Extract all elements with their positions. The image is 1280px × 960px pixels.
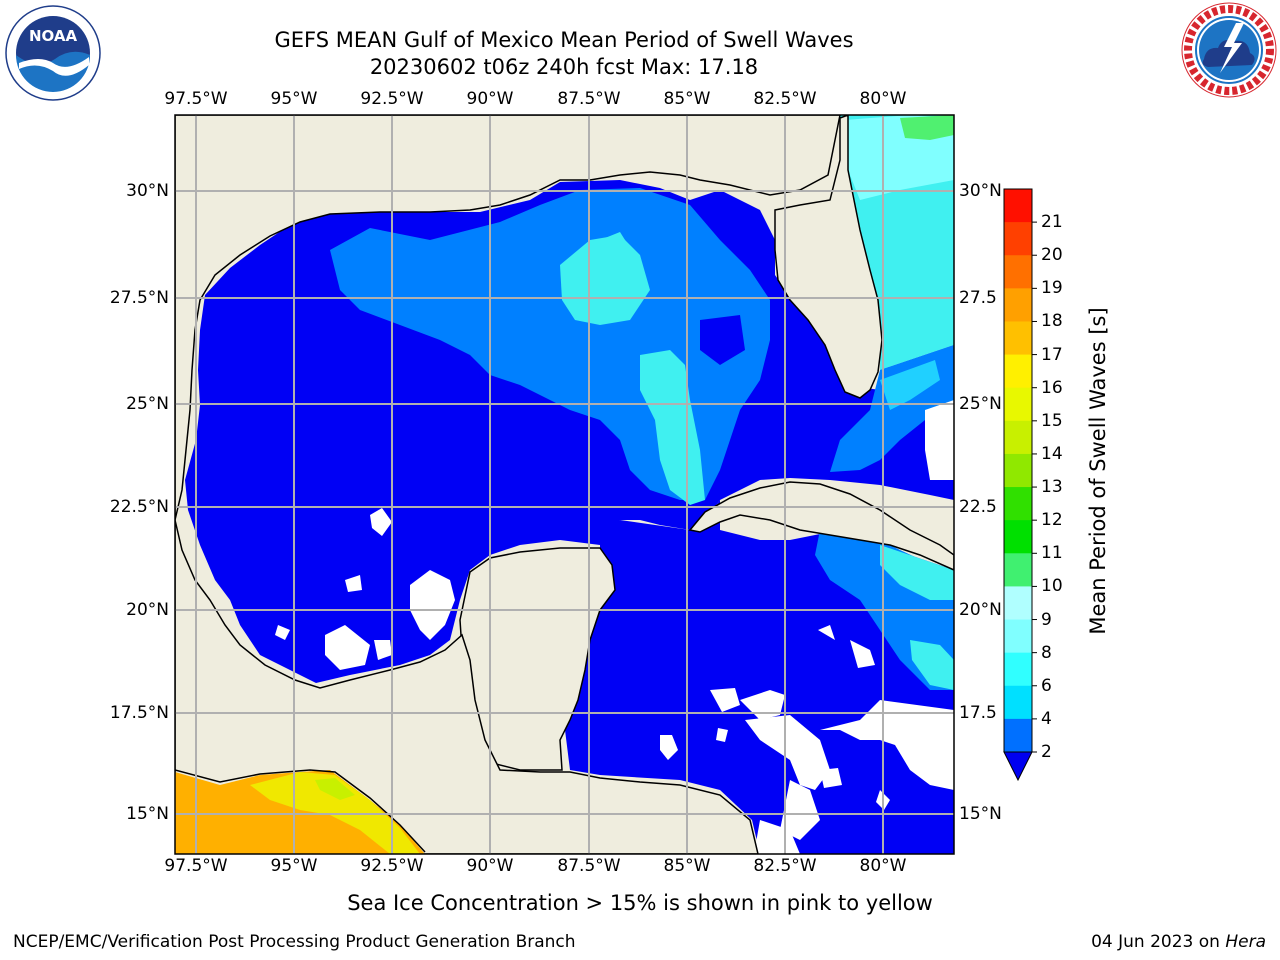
- lon-label-top: 80°W: [859, 89, 907, 109]
- colorbar-segment: [1004, 255, 1032, 289]
- lon-label-bottom: 85°W: [663, 856, 711, 876]
- colorbar-segment: [1004, 619, 1032, 654]
- pacific-ocean: [175, 770, 425, 854]
- colorbar-tick-label: 14: [1041, 443, 1063, 464]
- colorbar-tick-label: 20: [1041, 245, 1063, 266]
- lat-label-left: 20°N: [126, 600, 169, 620]
- colorbar-segment: [1004, 321, 1032, 356]
- colorbar-tick-label: 10: [1041, 576, 1063, 597]
- colorbar-segment: [1004, 420, 1032, 455]
- colorbar-segment: [1004, 453, 1032, 488]
- colorbar-extend-arrow: [1003, 751, 1033, 782]
- map-subtitle: 20230602 t06z 240h fcst Max: 17.18: [369, 55, 759, 79]
- lon-label-top: 85°W: [663, 89, 711, 109]
- lat-label-right: 25°N: [959, 394, 1002, 414]
- colorbar-label: Mean Period of Swell Waves [s]: [1086, 307, 1110, 635]
- lon-label-top: 90°W: [466, 89, 514, 109]
- lon-label-bottom: 82.5°W: [753, 856, 817, 876]
- footer-branch: NCEP/EMC/Verification Post Processing Pr…: [13, 932, 576, 952]
- colorbar-segment: [1004, 487, 1032, 521]
- lat-label-right: 22.5: [959, 497, 997, 517]
- lon-label-top: 82.5°W: [753, 89, 817, 109]
- colorbar-tick-label: 9: [1041, 609, 1052, 630]
- colorbar-segment: [1004, 189, 1032, 223]
- colorbar-tick-label: 16: [1041, 377, 1063, 398]
- colorbar-segment: [1004, 652, 1032, 687]
- lon-label-bottom: 92.5°W: [360, 856, 424, 876]
- colorbar-tick-label: 2: [1041, 742, 1052, 762]
- lat-label-right: 20°N: [959, 600, 1002, 620]
- lon-label-top: 95°W: [270, 89, 318, 109]
- missing-data: [275, 400, 954, 854]
- noaa-logo: NOAA: [5, 5, 101, 101]
- colorbar-tick-label: 11: [1041, 543, 1063, 564]
- colorbar-tick-label: 18: [1041, 311, 1063, 332]
- colorbar-segment: [1004, 387, 1032, 422]
- lon-label-top: 92.5°W: [360, 89, 424, 109]
- colorbar: [1003, 188, 1037, 782]
- graticule: [175, 115, 954, 854]
- colorbar-segment: [1004, 520, 1032, 554]
- colorbar-tick-label: 19: [1041, 278, 1063, 299]
- lat-label-right: 17.5: [959, 703, 997, 723]
- lon-label-top: 87.5°W: [557, 89, 621, 109]
- lat-label-left: 15°N: [126, 804, 169, 824]
- colorbar-segment: [1004, 553, 1032, 587]
- colorbar-segment: [1004, 354, 1032, 389]
- colorbar-segment: [1004, 685, 1032, 720]
- lat-label-left: 25°N: [126, 394, 169, 414]
- nws-logo: [1181, 2, 1277, 98]
- lat-label-right: 27.5: [959, 288, 997, 308]
- lon-label-bottom: 87.5°W: [557, 856, 621, 876]
- colorbar-tick-label: 13: [1041, 477, 1063, 498]
- lat-label-left: 30°N: [126, 181, 169, 201]
- colorbar-segment: [1004, 222, 1032, 256]
- colorbar-tick-label: 6: [1041, 675, 1052, 696]
- lat-label-right: 15°N: [959, 804, 1002, 824]
- colorbar-segment: [1004, 586, 1032, 621]
- colorbar-tick-label: 8: [1041, 642, 1052, 663]
- lat-label-left: 27.5°N: [109, 288, 169, 308]
- svg-text:NOAA: NOAA: [29, 27, 78, 45]
- lon-label-bottom: 90°W: [466, 856, 514, 876]
- lon-label-bottom: 80°W: [859, 856, 907, 876]
- colorbar-segment: [1004, 718, 1032, 753]
- map-title: GEFS MEAN Gulf of Mexico Mean Period of …: [274, 28, 854, 52]
- lon-label-bottom: 95°W: [270, 856, 318, 876]
- colorbar-tick-label: 21: [1041, 212, 1063, 233]
- colorbar-segment: [1004, 288, 1032, 322]
- lon-label-bottom: 97.5°W: [164, 856, 228, 876]
- colorbar-tick-label: 12: [1041, 510, 1063, 531]
- lon-label-top: 97.5°W: [164, 89, 228, 109]
- sea-ice-note: Sea Ice Concentration > 15% is shown in …: [347, 891, 933, 915]
- colorbar-tick-label: 15: [1041, 410, 1063, 431]
- lat-label-left: 17.5°N: [109, 703, 169, 723]
- lat-label-left: 22.5°N: [109, 497, 169, 517]
- colorbar-tick-label: 17: [1041, 344, 1063, 365]
- colorbar-tick-label: 4: [1041, 708, 1052, 729]
- footer-date: 04 Jun 2023 on Hera: [1091, 932, 1266, 952]
- lat-label-right: 30°N: [959, 181, 1002, 201]
